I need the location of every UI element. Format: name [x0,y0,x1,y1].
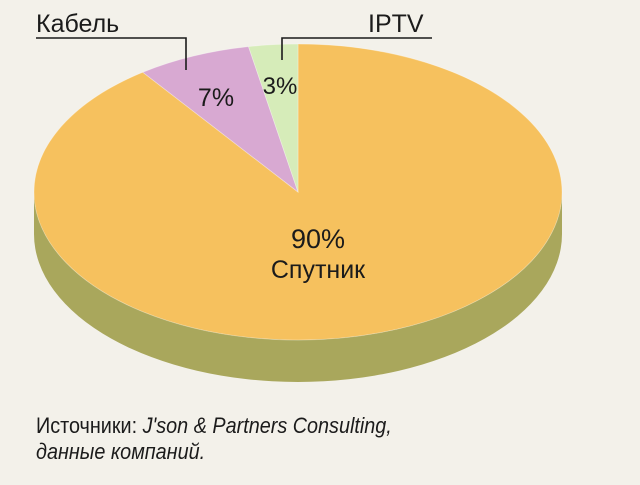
pie-slice-iptv [247,43,299,193]
pie-slice-cable [142,46,299,194]
pie-slice-satellite [33,43,563,341]
slice-label-iptv-percent: 3% [263,73,298,100]
source-consultancy: J'son & Partners Consulting, [142,413,392,438]
callout-label-iptv: IPTV [368,10,424,38]
pie-side-rim [34,192,562,382]
callout-label-cable: Кабель [36,10,119,38]
pie-side [34,192,562,382]
source-prefix: Источники: [36,413,143,438]
slice-label-cable-percent: 7% [198,84,234,112]
pie-top [33,43,563,341]
source-line-1: Источники: J'son & Partners Consulting, [36,413,558,439]
source-line-2: данные компаний. [36,439,206,464]
callouts: Кабель IPTV [36,10,432,70]
callout-line-cable [36,37,187,70]
callout-line-iptv [281,37,432,60]
pie-labels: 90% Спутник 7% 3% [198,73,366,284]
source-note: Источники: J'son & Partners Consulting, … [36,413,558,465]
slice-label-satellite-percent: 90% [291,224,345,254]
pie-chart: 90% Спутник 7% 3% Кабель IPTV [33,10,563,382]
slice-label-satellite-name: Спутник [271,256,366,284]
